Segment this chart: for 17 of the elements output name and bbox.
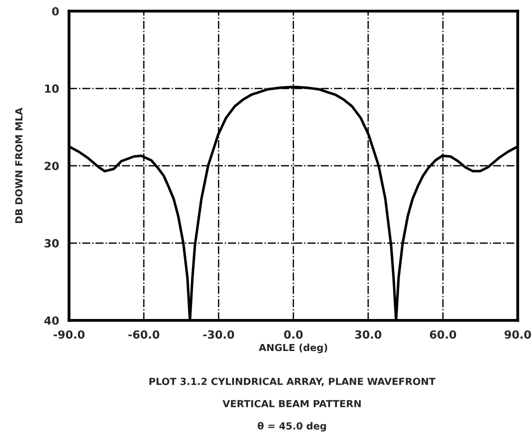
text: PLOT 3.1.2 CYLINDRICAL ARRAY, PLANE WAVEFRONT [149, 378, 436, 386]
x-tick-label: 30.0 [355, 330, 382, 339]
x-axis-title: ANGLE (deg) [258, 344, 328, 354]
y-tick-label: 10 [45, 84, 59, 93]
x-tick-label: 90.0 [504, 330, 531, 339]
x-tick-label: -30.0 [203, 330, 234, 339]
text: VERTICAL BEAM PATTERN [222, 400, 361, 408]
y-tick-label: 0 [52, 7, 59, 16]
x-tick-label: -90.0 [54, 330, 85, 339]
y-tick-label: 20 [44, 162, 59, 170]
text: θ = 45.0 deg [258, 422, 326, 432]
y-tick-label: 30 [44, 239, 59, 248]
x-tick-label: 0.0 [284, 330, 303, 339]
x-tick-label: -60.0 [128, 330, 160, 339]
y-axis-title: DB DOWN FROM MLA [15, 108, 23, 224]
y-tick-label: 40 [44, 316, 59, 325]
x-tick-label: 60.0 [430, 330, 456, 339]
